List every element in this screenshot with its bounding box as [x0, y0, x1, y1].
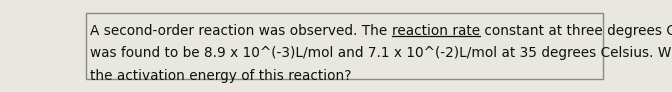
Text: A second-order reaction was observed. The: A second-order reaction was observed. Th… [90, 24, 392, 38]
Text: constant at three degrees Celsius: constant at three degrees Celsius [480, 24, 672, 38]
Text: was found to be 8.9 x 10^(-3)L/mol and 7.1 x 10^(-2)L/mol at 35 degrees Celsius.: was found to be 8.9 x 10^(-3)L/mol and 7… [90, 46, 672, 60]
Text: reaction rate: reaction rate [392, 24, 480, 38]
Text: the activation energy of this reaction?: the activation energy of this reaction? [90, 69, 351, 83]
